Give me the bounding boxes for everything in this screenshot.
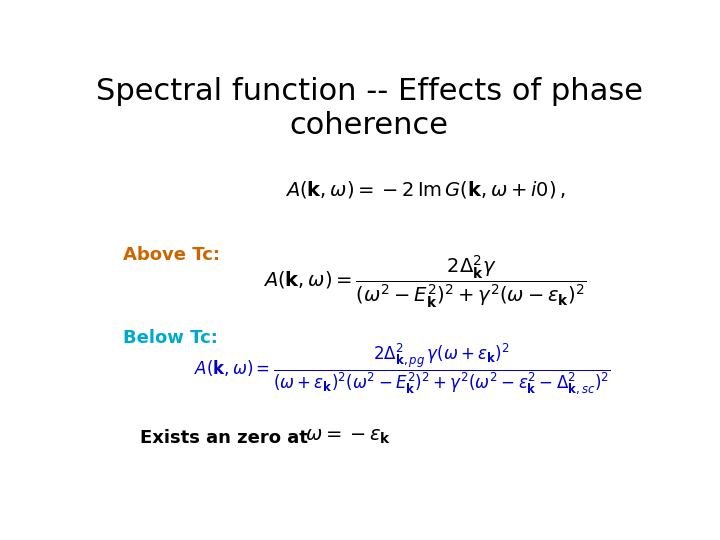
Text: $A(\mathbf{k},\omega) = \dfrac{2\Delta_{\mathbf{k},pg}^{2}\,\gamma(\omega+\epsil: $A(\mathbf{k},\omega) = \dfrac{2\Delta_{… [194, 341, 611, 396]
Text: $\omega = -\epsilon_{\mathbf{k}}$: $\omega = -\epsilon_{\mathbf{k}}$ [305, 427, 391, 447]
Text: Above Tc:: Above Tc: [124, 246, 220, 264]
Text: $A(\mathbf{k},\omega) = -2\,\mathrm{Im}\,G(\mathbf{k},\omega + i0)\,,$: $A(\mathbf{k},\omega) = -2\,\mathrm{Im}\… [284, 179, 565, 200]
Text: Spectral function -- Effects of phase
coherence: Spectral function -- Effects of phase co… [96, 77, 642, 140]
Text: Exists an zero at: Exists an zero at [140, 429, 308, 447]
Text: Below Tc:: Below Tc: [124, 329, 218, 347]
Text: $A(\mathbf{k},\omega) = \dfrac{2\Delta_{\mathbf{k}}^{2}\gamma}{(\omega^{2}-E_{\m: $A(\mathbf{k},\omega) = \dfrac{2\Delta_{… [263, 254, 587, 310]
